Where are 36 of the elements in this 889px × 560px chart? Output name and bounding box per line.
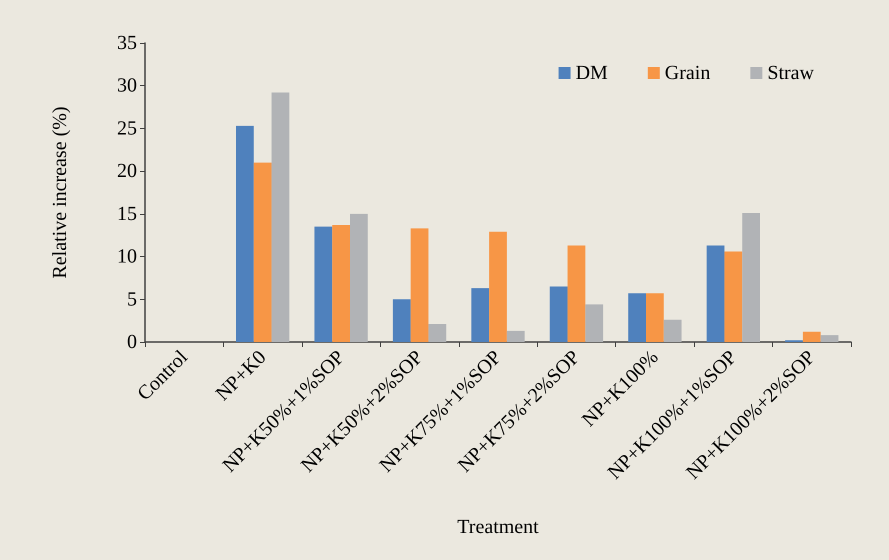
bar — [350, 214, 368, 342]
bar — [550, 286, 568, 342]
legend-label: Straw — [767, 62, 815, 84]
bar — [802, 332, 821, 342]
bar — [820, 335, 838, 342]
bar — [724, 251, 742, 342]
y-tick-label: 20 — [117, 160, 137, 182]
bar — [742, 213, 760, 342]
bar — [314, 226, 332, 342]
bar — [272, 92, 290, 342]
bar — [392, 299, 411, 342]
x-axis-title: Treatment — [457, 516, 540, 538]
legend-label: Grain — [664, 62, 710, 84]
bar — [664, 320, 682, 342]
bar — [646, 293, 664, 342]
bar — [568, 245, 586, 342]
bar — [428, 324, 446, 342]
bar — [489, 232, 507, 342]
y-tick-label: 10 — [117, 246, 137, 268]
bar — [410, 228, 428, 342]
y-tick-label: 5 — [127, 288, 137, 310]
bar — [628, 293, 646, 342]
y-tick-label: 30 — [117, 74, 137, 97]
y-tick-label: 0 — [127, 331, 137, 353]
y-tick-label: 35 — [117, 32, 137, 54]
y-axis-title: Relative increase (%) — [49, 106, 71, 279]
bar — [332, 224, 350, 342]
bar — [585, 304, 604, 342]
y-tick-label: 15 — [117, 202, 137, 225]
y-tick-label: 25 — [117, 117, 137, 140]
bar — [471, 288, 490, 342]
bar — [506, 330, 525, 342]
bar — [254, 162, 272, 342]
bar — [706, 245, 724, 342]
legend-label: DM — [576, 62, 608, 84]
bar — [236, 126, 254, 342]
